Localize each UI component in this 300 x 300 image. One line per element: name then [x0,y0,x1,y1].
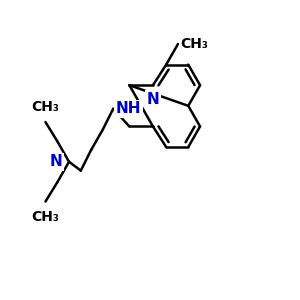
Text: NH: NH [116,101,141,116]
Text: CH₃: CH₃ [32,210,59,224]
Text: CH₃: CH₃ [32,100,59,114]
Text: CH₃: CH₃ [180,37,208,51]
Text: N: N [50,154,62,169]
Text: N: N [147,92,159,107]
